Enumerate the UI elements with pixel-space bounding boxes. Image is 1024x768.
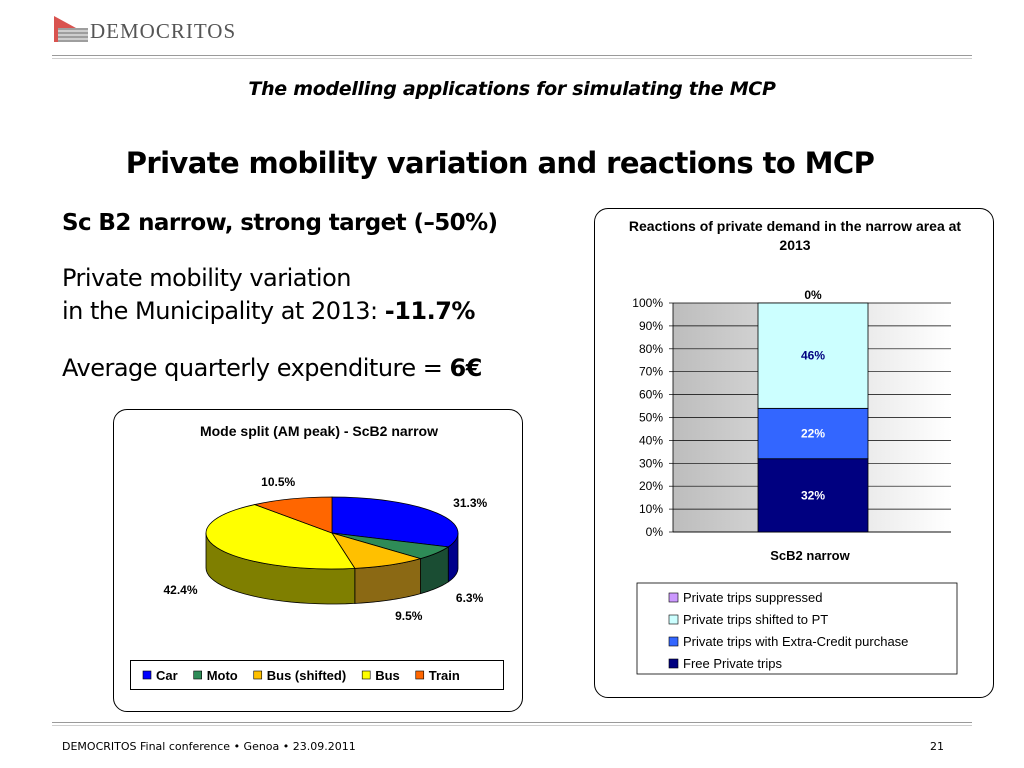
bar-legend-swatch-private-trips-suppressed — [668, 592, 679, 603]
bar-legend-label-private-trips-suppressed: Private trips suppressed — [683, 590, 822, 605]
pie-label-moto: 6.3% — [456, 591, 484, 605]
bar-legend-swatch-private-trips-with-extra-credit-purchase — [668, 636, 679, 647]
bar-y-tick-label: 50% — [639, 411, 663, 425]
bar-y-tick-label: 60% — [639, 388, 663, 402]
expenditure-label: Average quarterly expenditure = — [62, 354, 450, 382]
pie-legend-label-car: Car — [156, 668, 178, 683]
bar-y-tick-label: 10% — [639, 502, 663, 516]
bar-y-tick-label: 80% — [639, 342, 663, 356]
pie-label-car: 31.3% — [453, 496, 487, 510]
pie-slice-train — [253, 496, 333, 534]
pie-legend-label-bus: Bus — [375, 668, 400, 683]
democritos-logo — [54, 16, 88, 42]
pie-slice-bus-shifted — [331, 532, 422, 569]
variation-line1: Private mobility variation — [62, 264, 351, 292]
bar-y-tick-label: 30% — [639, 456, 663, 470]
footer-text: DEMOCRITOS Final conference • Genoa • 23… — [62, 740, 356, 753]
expenditure-text: Average quarterly expenditure = 6€ — [62, 352, 482, 385]
bar-legend — [636, 582, 958, 675]
variation-label: in the Municipality at 2013: — [62, 297, 385, 325]
bar-label-free-private-trips: 32% — [801, 488, 825, 502]
pie-slice-bus — [205, 504, 356, 570]
scenario-heading: Sc B2 narrow, strong target (–50%) — [62, 210, 498, 236]
bar-legend-label-private-trips-with-extra-credit-purchase: Private trips with Extra-Credit purchase — [683, 634, 908, 649]
bar-y-tick-label: 70% — [639, 365, 663, 379]
pie-label-bus-shifted: 9.5% — [395, 609, 423, 623]
pie-legend: Car Moto Bus (shifted) Bus Train — [130, 660, 504, 690]
variation-line2: in the Municipality at 2013: -11.7% — [62, 295, 475, 328]
expenditure-value: 6€ — [449, 354, 483, 382]
bar-category-label: ScB2 narrow — [770, 548, 850, 563]
footer-divider — [52, 722, 972, 726]
bar-label-private-trips-shifted-to-pt: 46% — [801, 349, 825, 363]
pie-legend-label-train: Train — [429, 668, 460, 683]
pie-legend-items: Car Moto Bus (shifted) Bus Train — [142, 668, 460, 683]
bar-y-tick-label: 0% — [646, 525, 664, 539]
pie-label-train: 10.5% — [261, 475, 295, 489]
bar-legend-label-private-trips-shifted-to-pt: Private trips shifted to PT — [683, 612, 828, 627]
bar-segment-private-trips-with-extra-credit-purchase — [757, 407, 869, 460]
bar-legend-swatch-private-trips-shifted-to-pt — [668, 614, 679, 625]
bar-y-tick-label: 40% — [639, 433, 663, 447]
pie-slice-car — [331, 496, 459, 548]
pie-legend-swatch-car — [142, 670, 152, 680]
pie-chart-panel: Mode split (AM peak) - ScB2 narrow 31.3%… — [113, 409, 523, 712]
logo-text: DEMOCRITOS — [90, 19, 237, 43]
pie-legend-label-bus-shifted: Bus (shifted) — [267, 668, 346, 683]
bar-y-tick-label: 20% — [639, 479, 663, 493]
pie-chart-title: Mode split (AM peak) - ScB2 narrow — [199, 423, 439, 439]
bar-chart-title: Reactions of private demand in the narro… — [628, 218, 962, 253]
bar-label-private-trips-suppressed: 0% — [804, 288, 822, 302]
bar-segment-free-private-trips — [757, 458, 869, 533]
variation-value: -11.7% — [384, 297, 476, 325]
pie-legend-swatch-moto — [193, 670, 202, 680]
bar-legend-swatch-free-private-trips — [668, 658, 679, 669]
bar-y-tick-label: 100% — [632, 296, 663, 310]
pie-legend-label-moto: Moto — [207, 668, 238, 683]
bar-y-tick-label: 90% — [639, 319, 663, 333]
slide-title: Private mobility variation and reactions… — [125, 146, 875, 180]
bar-label-private-trips-with-extra-credit-purchase: 22% — [801, 427, 825, 441]
bar-legend-label-free-private-trips: Free Private trips — [683, 656, 782, 671]
pie-label-bus: 42.4% — [163, 583, 197, 597]
bar-segment-private-trips-shifted-to-pt — [757, 302, 869, 409]
pie-legend-swatch-bus-shifted — [253, 670, 263, 680]
variation-text: Private mobility variation in the Munici… — [62, 262, 475, 328]
bar-chart-panel: Reactions of private demand in the narro… — [594, 208, 994, 698]
pie-chart: 31.3% 6.3% 9.5% 42.4% 10.5% — [163, 475, 487, 623]
bar-chart: 0% 10% 20% 30% 40% 50% 60% 70% 80% 90% 100% 32% 22% 4… — [632, 288, 958, 675]
pie-legend-swatch-bus — [361, 670, 371, 680]
pie-legend-swatch-train — [415, 670, 425, 680]
header-divider — [52, 55, 972, 59]
page-number: 21 — [930, 740, 944, 753]
slide-subtitle: The modelling applications for simulatin… — [248, 78, 776, 100]
